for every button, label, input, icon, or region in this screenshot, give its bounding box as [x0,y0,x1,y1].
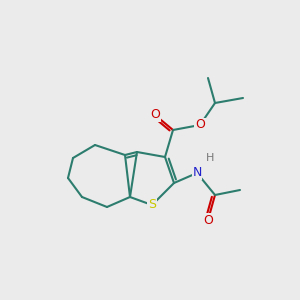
Text: S: S [148,199,156,212]
Text: O: O [203,214,213,226]
Text: O: O [150,109,160,122]
Text: H: H [206,153,214,163]
Text: N: N [192,167,202,179]
Text: O: O [195,118,205,131]
